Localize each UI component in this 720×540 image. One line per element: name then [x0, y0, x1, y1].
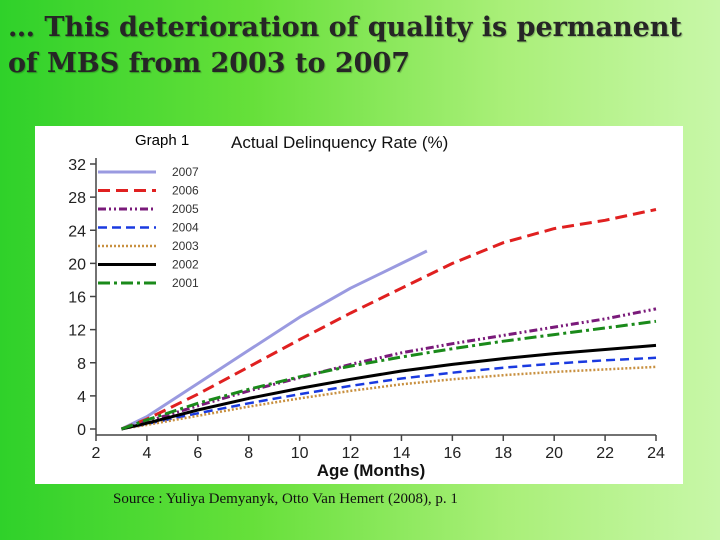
source-note: Source : Yuliya Demyanyk, Otto Van Hemer…: [113, 491, 458, 507]
series-line-2001: [120, 319, 657, 431]
chart-panel: Graph 1 Actual Delinquency Rate (%) Age …: [35, 126, 683, 484]
y-tick-label: 4: [77, 389, 86, 406]
y-tick-label: 20: [68, 256, 86, 273]
y-tick-label: 8: [77, 356, 86, 373]
series-line-2004: [121, 356, 657, 431]
legend-label-2001: 2001: [172, 276, 199, 290]
x-tick-label: 16: [443, 445, 461, 462]
x-tick-label: 22: [596, 445, 614, 462]
chart-title: Actual Delinquency Rate (%): [231, 133, 448, 152]
legend-label-2005: 2005: [172, 202, 199, 216]
y-tick-label: 32: [68, 157, 86, 174]
y-tick-label: 0: [77, 422, 86, 439]
x-tick-label: 12: [342, 445, 360, 462]
legend-label-2004: 2004: [172, 221, 199, 235]
legend-label-2007: 2007: [172, 165, 199, 179]
y-tick-label: 28: [68, 190, 86, 207]
x-tick-label: 8: [244, 445, 253, 462]
x-axis-label: Age (Months): [317, 461, 426, 480]
delinquency-chart: Graph 1 Actual Delinquency Rate (%) Age …: [68, 132, 665, 480]
x-tick-label: 2: [92, 445, 101, 462]
series-line-2005: [121, 307, 657, 431]
x-tick-label: 20: [545, 445, 563, 462]
slide-title: … This deterioration of quality is perma…: [8, 12, 682, 79]
x-tick-label: 18: [494, 445, 512, 462]
series-line-2006: [120, 208, 657, 431]
y-tick-label: 12: [68, 323, 86, 340]
y-tick-label: 16: [68, 290, 86, 307]
series-line-2007: [120, 249, 428, 431]
legend-label-2006: 2006: [172, 184, 199, 198]
x-tick-label: 14: [393, 445, 411, 462]
legend-label-2002: 2002: [172, 258, 199, 272]
series-line-2003: [121, 365, 657, 431]
legend-label-2003: 2003: [172, 239, 199, 253]
x-tick-label: 24: [647, 445, 665, 462]
x-tick-label: 4: [142, 445, 151, 462]
x-tick-label: 10: [291, 445, 309, 462]
series-line-2002: [121, 343, 657, 431]
graph-label: Graph 1: [135, 132, 189, 149]
y-tick-label: 24: [68, 223, 86, 240]
x-tick-label: 6: [193, 445, 202, 462]
